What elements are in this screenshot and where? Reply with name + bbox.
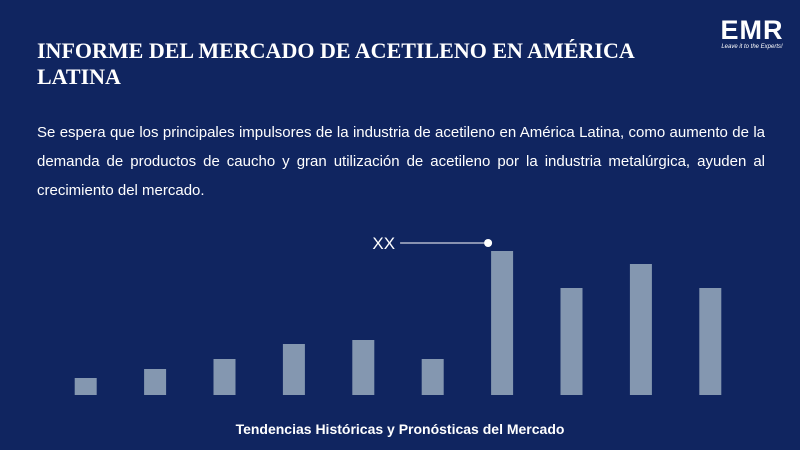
chart-title: INFORME DEL MERCADO DE ACETILENO EN AMÉR… xyxy=(37,38,634,89)
bar xyxy=(421,359,444,395)
chart-subtitle: Se espera que los principales impulsores… xyxy=(37,124,765,199)
logo: EMR Leave it to the Experts! xyxy=(712,16,792,50)
bar xyxy=(560,288,583,395)
x-axis-label: Tendencias Históricas y Pronósticas del … xyxy=(236,421,565,437)
annotation-dot xyxy=(484,239,493,247)
bar xyxy=(74,378,97,395)
bar xyxy=(699,288,722,395)
bar xyxy=(213,359,236,395)
bar xyxy=(144,369,167,395)
logo-tagline: Leave it to the Experts! xyxy=(721,44,783,50)
annotation: XX xyxy=(372,234,395,253)
bar xyxy=(352,340,375,395)
logo-text: EMR xyxy=(720,15,784,45)
bar xyxy=(629,264,652,395)
bar xyxy=(491,251,514,395)
bar xyxy=(282,344,305,395)
